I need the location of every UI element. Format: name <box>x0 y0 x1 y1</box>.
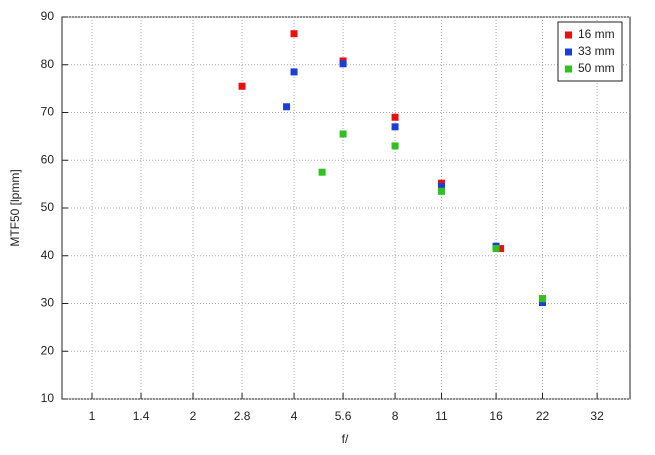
x-tick-label: 16 <box>489 409 503 423</box>
legend-swatch <box>565 31 572 39</box>
point <box>437 187 445 195</box>
y-tick-label: 80 <box>41 57 55 71</box>
x-tick-label: 5.6 <box>335 409 352 423</box>
point <box>339 60 347 68</box>
x-tick-label: 22 <box>536 409 550 423</box>
y-axis-label: MTF50 [lpmm] <box>8 169 22 246</box>
y-tick-label: 10 <box>41 391 55 405</box>
point <box>318 168 326 176</box>
y-tick-label: 30 <box>41 296 55 310</box>
point <box>283 103 291 111</box>
x-tick-label: 32 <box>590 409 604 423</box>
point <box>391 123 399 131</box>
point <box>339 130 347 138</box>
x-tick-label: 2 <box>190 409 197 423</box>
y-tick-label: 40 <box>41 248 55 262</box>
y-tick-label: 50 <box>41 200 55 214</box>
x-tick-label: 1 <box>89 409 96 423</box>
x-tick-label: 1.4 <box>133 409 150 423</box>
y-tick-label: 70 <box>41 105 55 119</box>
x-tick-label: 8 <box>392 409 399 423</box>
y-tick-label: 20 <box>41 343 55 357</box>
point <box>497 245 505 253</box>
point <box>437 183 445 191</box>
point <box>290 30 298 38</box>
x-axis-label: f/ <box>342 432 349 446</box>
point <box>492 245 500 253</box>
legend-label: 33 mm <box>578 44 615 58</box>
x-tick-label: 11 <box>435 409 448 423</box>
point <box>539 295 547 303</box>
x-tick-label: 2.8 <box>234 409 251 423</box>
point <box>290 68 298 76</box>
plot-frame <box>61 16 631 400</box>
legend-label: 50 mm <box>578 61 615 75</box>
x-tick-label: 4 <box>291 409 298 423</box>
point <box>391 142 399 150</box>
y-tick-label: 60 <box>41 152 55 166</box>
legend-swatch <box>565 65 572 73</box>
point <box>238 82 246 90</box>
point <box>539 299 547 307</box>
y-tick-label: 90 <box>41 9 55 23</box>
legend-label: 16 mm <box>578 27 615 41</box>
point <box>391 113 399 121</box>
legend-swatch <box>565 48 572 56</box>
